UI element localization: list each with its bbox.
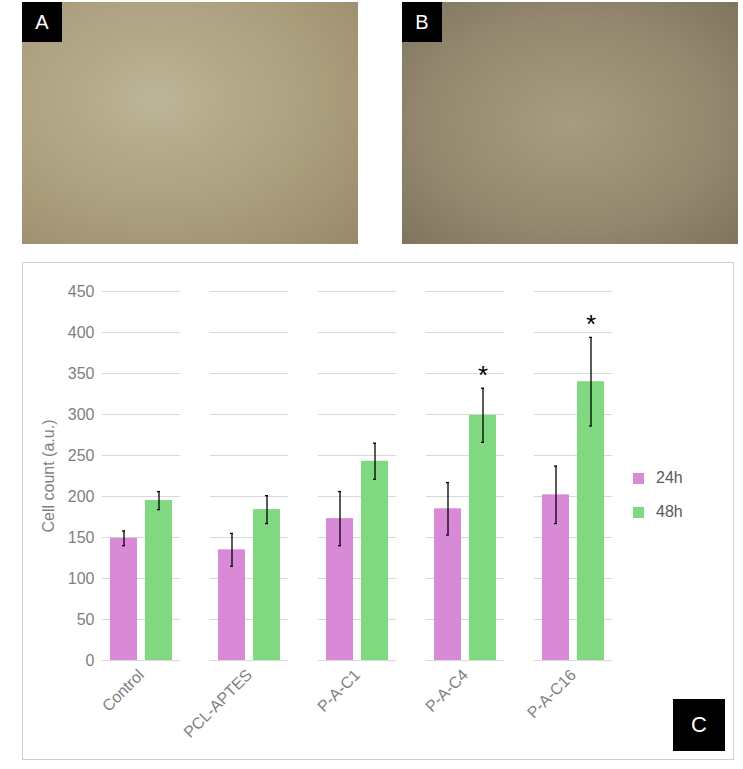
- svg-text:*: *: [478, 360, 488, 390]
- svg-text:PCL-APTES: PCL-APTES: [180, 666, 255, 741]
- svg-text:P-A-C16: P-A-C16: [524, 666, 579, 721]
- html-text:48h: 48h: [656, 503, 683, 520]
- svg-text:300: 300: [68, 406, 95, 423]
- svg-text:450: 450: [68, 283, 95, 300]
- svg-text:150: 150: [68, 529, 95, 546]
- html-text:A: A: [35, 11, 49, 33]
- svg-text:350: 350: [68, 365, 95, 382]
- svg-text:Cell count (a.u.): Cell count (a.u.): [40, 420, 57, 533]
- html-text:B: B: [415, 11, 429, 33]
- svg-text:P-A-C1: P-A-C1: [314, 666, 363, 715]
- svg-text:*: *: [586, 309, 596, 339]
- svg-text:100: 100: [68, 570, 95, 587]
- svg-text:P-A-C4: P-A-C4: [422, 666, 471, 715]
- html-text:C: C: [691, 712, 707, 737]
- svg-text:200: 200: [68, 488, 95, 505]
- svg-text:400: 400: [68, 324, 95, 341]
- svg-text:250: 250: [68, 447, 95, 464]
- svg-text:Control: Control: [99, 666, 147, 714]
- svg-text:0: 0: [86, 652, 95, 669]
- svg-text:50: 50: [77, 611, 95, 628]
- html-text:24h: 24h: [656, 469, 683, 486]
